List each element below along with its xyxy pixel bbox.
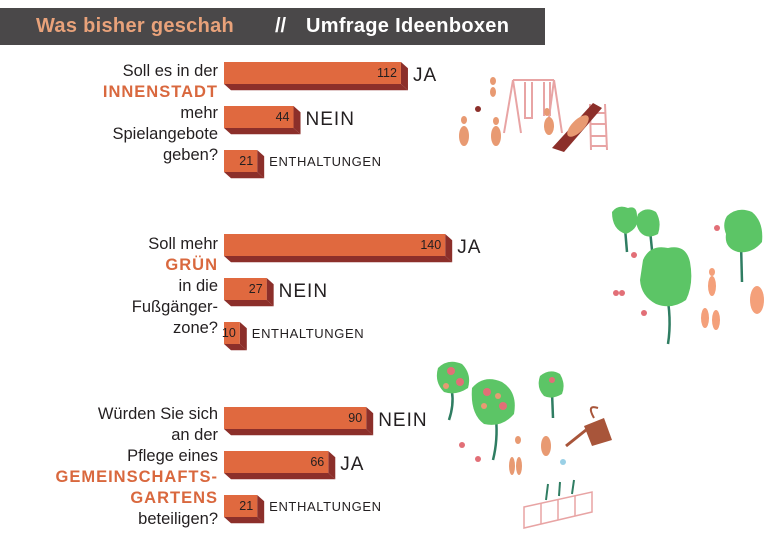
- bar-side: [366, 407, 374, 436]
- bar-category-label: NEIN: [279, 281, 328, 302]
- header-separator: //: [275, 15, 287, 37]
- bar: [224, 62, 401, 84]
- bar-category-label: ENTHALTUNGEN: [269, 499, 381, 514]
- bar-side: [328, 451, 336, 480]
- bar-value-label: 10: [222, 326, 236, 340]
- bar-shadow: [224, 344, 247, 351]
- question-3-line: an der: [171, 426, 218, 444]
- question-1-line: Soll es in der: [122, 62, 218, 80]
- question-1: Soll es in der INNENSTADT mehr Spielange…: [103, 61, 218, 166]
- bar-value-label: 21: [239, 499, 253, 513]
- bar-shadow: [224, 172, 265, 179]
- bar-side: [257, 495, 265, 524]
- bar: [224, 322, 240, 344]
- bar: [224, 150, 258, 172]
- question-2-line: Fußgänger-: [131, 298, 218, 316]
- bar-category-label: NEIN: [378, 410, 427, 431]
- bar: [224, 451, 329, 473]
- bar-value-label: 44: [276, 110, 290, 124]
- bar: [224, 106, 294, 128]
- question-1-highlight: INNENSTADT: [102, 83, 218, 101]
- bar-shadow: [224, 473, 336, 480]
- header-bar: Was bisher geschah // Umfrage Ideenboxen: [0, 8, 545, 45]
- bar-side: [445, 234, 453, 263]
- bar-value-label: 90: [348, 411, 362, 425]
- bar-category-label: JA: [340, 454, 364, 475]
- bar-category-label: ENTHALTUNGEN: [269, 154, 381, 169]
- header-title: Was bisher geschah: [36, 15, 235, 37]
- bar-side: [293, 106, 301, 135]
- question-2-line: zone?: [173, 319, 218, 337]
- bar-side: [400, 62, 408, 91]
- bar-side: [239, 322, 247, 351]
- question-2-line: Soll mehr: [148, 235, 218, 253]
- bar-category-label: JA: [457, 237, 481, 258]
- question-2: Soll mehr GRÜN in die Fußgänger- zone?: [132, 234, 218, 339]
- question-2-highlight: GRÜN: [165, 256, 218, 274]
- question-3-line: beteiligen?: [138, 510, 218, 528]
- bar-shadow: [224, 128, 301, 135]
- bar-value-label: 140: [420, 238, 441, 252]
- question-1-line: Spielangebote: [112, 125, 218, 143]
- bar-value-label: 112: [377, 66, 397, 80]
- bar: [224, 234, 446, 256]
- question-1-line: geben?: [162, 146, 218, 164]
- bar-side: [257, 150, 265, 179]
- bar-shadow: [224, 256, 453, 263]
- bar-value-label: 66: [310, 455, 324, 469]
- bar-shadow: [224, 517, 265, 524]
- bar-category-label: ENTHALTUNGEN: [252, 326, 364, 341]
- bar: [224, 407, 367, 429]
- question-2-line: in die: [178, 277, 218, 295]
- question-3-highlight: GEMEINSCHAFTS-: [55, 468, 218, 486]
- bar-side: [266, 278, 274, 307]
- bar-category-label: JA: [413, 65, 437, 86]
- bar-value-label: 27: [249, 282, 263, 296]
- question-3-highlight: GARTENS: [130, 489, 218, 507]
- bar: [224, 278, 267, 300]
- question-3-line: Pflege eines: [127, 447, 218, 465]
- bar-shadow: [224, 429, 374, 436]
- bar: [224, 495, 258, 517]
- bar-shadow: [224, 300, 274, 307]
- header-subtitle: Umfrage Ideenboxen: [306, 15, 510, 37]
- question-3: Würden Sie sich an der Pflege eines GEME…: [56, 404, 219, 530]
- bar-category-label: NEIN: [306, 109, 355, 130]
- bar-value-label: 21: [239, 154, 253, 168]
- bar-shadow: [224, 84, 408, 91]
- question-3-line: Würden Sie sich: [97, 405, 218, 423]
- question-1-line: mehr: [180, 104, 218, 122]
